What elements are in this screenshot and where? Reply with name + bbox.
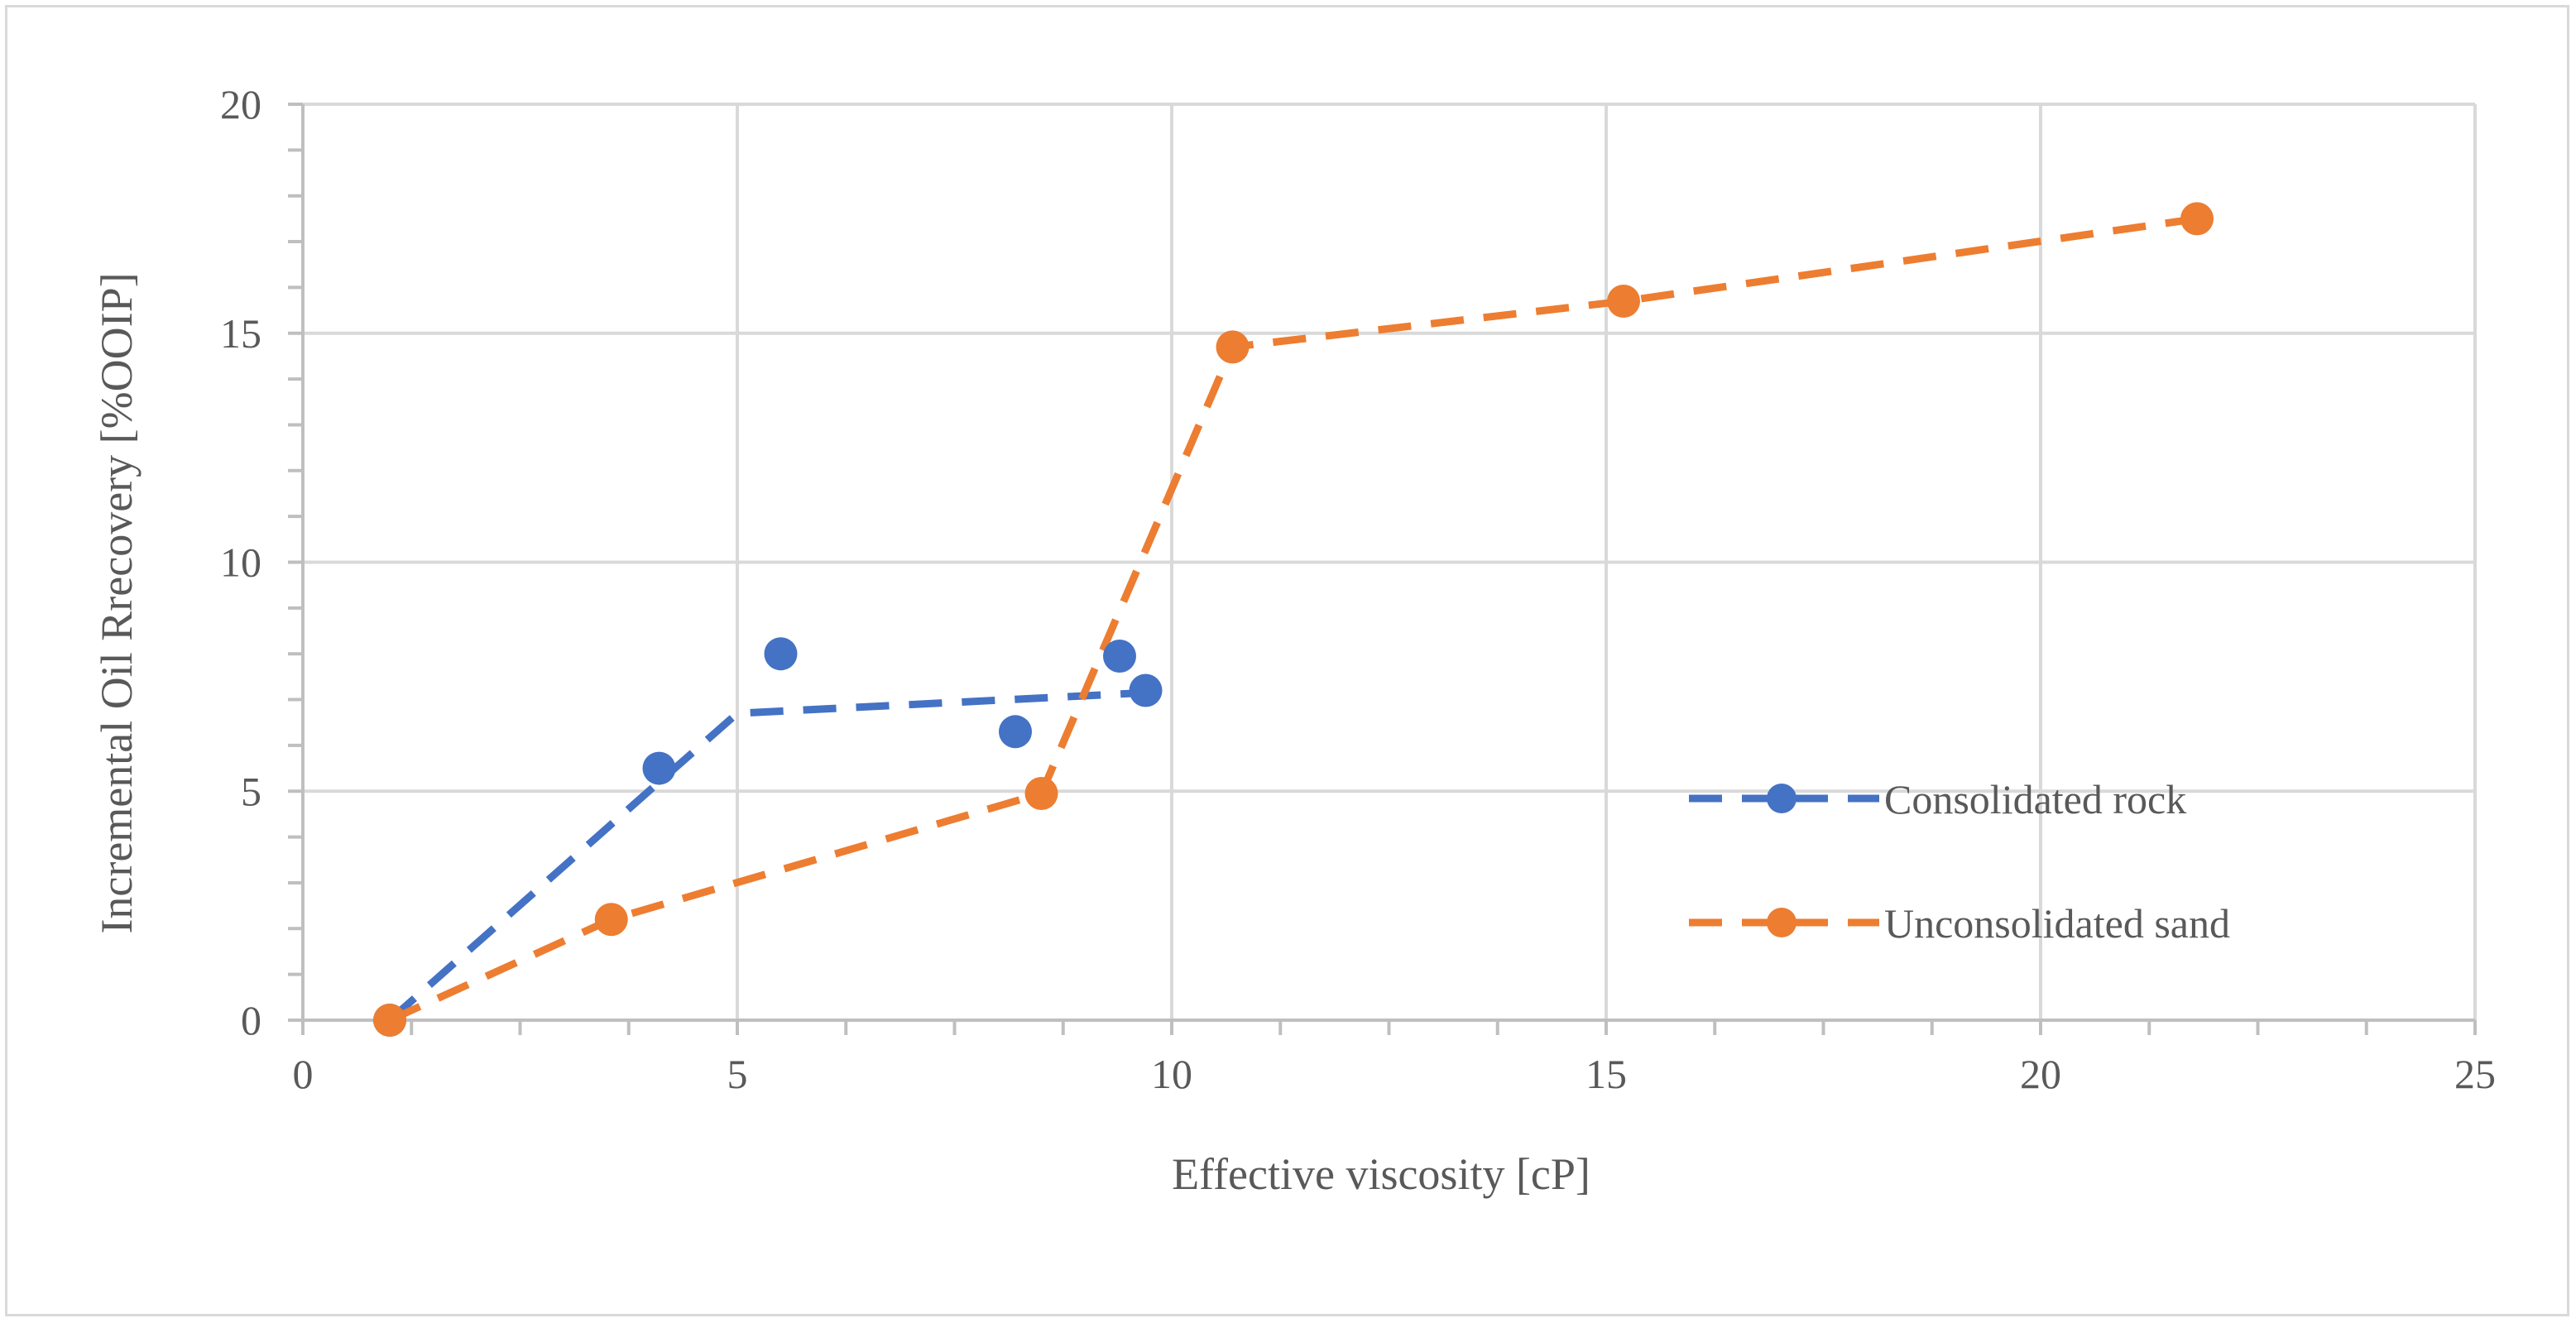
data-point-consolidated-rock [999, 715, 1032, 749]
legend-item-consolidated-rock: Consolidated rock [1689, 776, 2186, 822]
x-tick-label-15: 15 [1585, 1051, 1627, 1097]
x-tick-label-5: 5 [727, 1051, 748, 1097]
legend-label-unconsolidated-sand: Unconsolidated sand [1884, 900, 2230, 947]
chart-svg: 0 5 10 15 20 25 0 5 10 15 20 Effective viscosity … [92, 81, 2497, 1199]
data-point-unconsolidated-sand [373, 1004, 406, 1037]
x-tick-label-0: 0 [293, 1051, 314, 1097]
y-tick-label-5: 5 [241, 768, 261, 814]
y-tick-labels: 0 5 10 15 20 [220, 81, 261, 1043]
x-tick-label-25: 25 [2454, 1051, 2496, 1097]
legend: Consolidated rock Unconsolidated sand [1689, 776, 2230, 947]
minor-ticks [288, 103, 2477, 1035]
series-line-consolidated-rock [387, 688, 1146, 1023]
data-point-unconsolidated-sand [594, 903, 628, 937]
series-line-unconsolidated-sand [388, 214, 2198, 1024]
data-point-consolidated-rock [1103, 639, 1136, 673]
data-point-unconsolidated-sand [1216, 330, 1250, 364]
data-point-unconsolidated-sand [1024, 777, 1058, 811]
x-tick-label-20: 20 [2020, 1051, 2061, 1097]
axes [301, 104, 2475, 1022]
data-point-unconsolidated-sand [2180, 202, 2214, 236]
legend-marker-consolidated-rock [1767, 784, 1796, 813]
y-tick-label-0: 0 [241, 997, 261, 1043]
series-points [373, 202, 2214, 1037]
y-tick-label-20: 20 [220, 81, 261, 127]
y-tick-label-10: 10 [220, 539, 261, 586]
x-tick-label-10: 10 [1151, 1051, 1192, 1097]
legend-item-unconsolidated-sand: Unconsolidated sand [1689, 900, 2230, 947]
data-point-consolidated-rock [642, 751, 676, 785]
gridlines [303, 103, 2477, 1020]
legend-marker-unconsolidated-sand [1767, 908, 1796, 937]
y-tick-label-15: 15 [220, 310, 261, 357]
y-axis-title: Incremental Oil Rrecovery [%OOIP] [92, 272, 142, 933]
x-axis-title: Effective viscosity [cP] [1172, 1149, 1590, 1199]
data-point-consolidated-rock [764, 637, 798, 671]
data-point-unconsolidated-sand [1607, 285, 1640, 319]
x-tick-labels: 0 5 10 15 20 25 [293, 1051, 2497, 1097]
legend-label-consolidated-rock: Consolidated rock [1884, 776, 2186, 822]
data-point-consolidated-rock [1129, 673, 1163, 707]
chart-area: 0 5 10 15 20 25 0 5 10 15 20 Effective viscosity … [5, 5, 2569, 1316]
series-lines [387, 214, 2198, 1024]
